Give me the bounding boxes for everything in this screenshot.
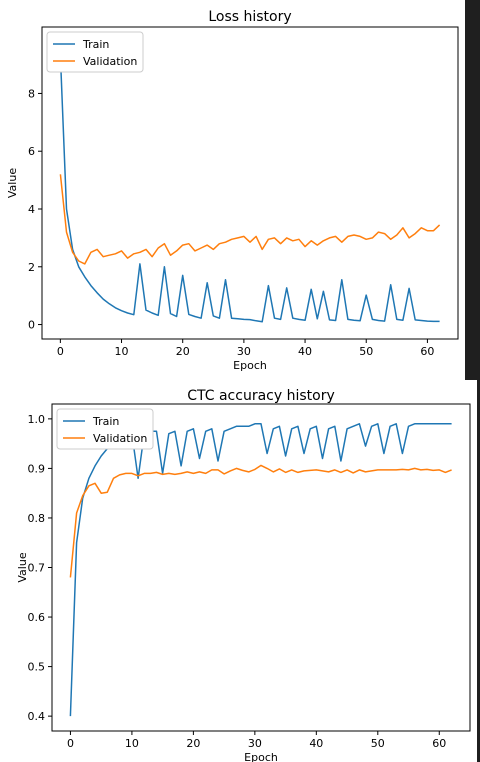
x-axis-label: Epoch bbox=[233, 359, 267, 372]
y-tick-label: 4 bbox=[28, 203, 35, 216]
loss-chart-panel: Loss history 0 10 20 30 40 50 60 0 2 4 6 8 Epoch Value… bbox=[0, 0, 465, 380]
x-tick-label: 40 bbox=[309, 737, 323, 750]
x-tick-label: 50 bbox=[359, 345, 373, 358]
accuracy-chart-panel: CTC accuracy history 0 10 20 30 40 50 60 0.4 0.5 0… bbox=[0, 380, 477, 762]
x-tick-label: 20 bbox=[176, 345, 190, 358]
y-tick-label: 0.7 bbox=[28, 562, 46, 575]
legend-box bbox=[56, 408, 154, 450]
chart-title: CTC accuracy history bbox=[187, 388, 335, 404]
y-tick-label: 0.6 bbox=[28, 611, 46, 624]
y-tick-label: 0.4 bbox=[28, 710, 46, 723]
y-tick-label: 2 bbox=[28, 261, 35, 274]
y-tick-label: 0.9 bbox=[28, 462, 46, 475]
legend-box bbox=[46, 31, 144, 73]
x-tick-label: 30 bbox=[237, 345, 251, 358]
x-tick-label: 30 bbox=[248, 737, 262, 750]
x-tick-label: 10 bbox=[125, 737, 139, 750]
legend-label-validation: Validation bbox=[93, 432, 147, 445]
x-axis-label: Epoch bbox=[244, 751, 278, 762]
x-tick-label: 0 bbox=[67, 737, 74, 750]
x-tick-label: 60 bbox=[432, 737, 446, 750]
series-line-train bbox=[69, 423, 452, 717]
y-axis-label: Value bbox=[16, 552, 29, 582]
chart-title: Loss history bbox=[208, 9, 291, 25]
ctc-accuracy-chart: CTC accuracy history 0 10 20 30 40 50 60 0.4 0.5 0… bbox=[16, 388, 471, 762]
loss-history-chart: Loss history 0 10 20 30 40 50 60 0 2 4 6 8 Epoch Value… bbox=[6, 9, 459, 372]
series-line-validation bbox=[59, 174, 441, 265]
legend: Train Validation bbox=[46, 31, 144, 73]
y-tick-label: 0.5 bbox=[28, 661, 46, 674]
y-tick-label: 8 bbox=[28, 87, 35, 100]
x-tick-label: 0 bbox=[57, 345, 64, 358]
series-line-train bbox=[59, 55, 440, 323]
y-axis-label: Value bbox=[6, 168, 19, 198]
legend-label-train: Train bbox=[82, 38, 109, 51]
x-tick-label: 60 bbox=[420, 345, 434, 358]
plot-frame bbox=[51, 403, 471, 732]
x-tick-label: 40 bbox=[298, 345, 312, 358]
y-tick-label: 1.0 bbox=[28, 413, 46, 426]
y-tick-label: 0 bbox=[28, 319, 35, 332]
legend: Train Validation bbox=[56, 408, 154, 450]
legend-label-train: Train bbox=[92, 415, 119, 428]
x-tick-label: 10 bbox=[115, 345, 129, 358]
y-tick-label: 6 bbox=[28, 145, 35, 158]
x-tick-label: 50 bbox=[371, 737, 385, 750]
series-line-validation bbox=[69, 464, 452, 578]
legend-label-validation: Validation bbox=[83, 55, 137, 68]
y-tick-label: 0.8 bbox=[28, 512, 46, 525]
x-tick-label: 20 bbox=[186, 737, 200, 750]
plot-frame bbox=[41, 26, 459, 340]
